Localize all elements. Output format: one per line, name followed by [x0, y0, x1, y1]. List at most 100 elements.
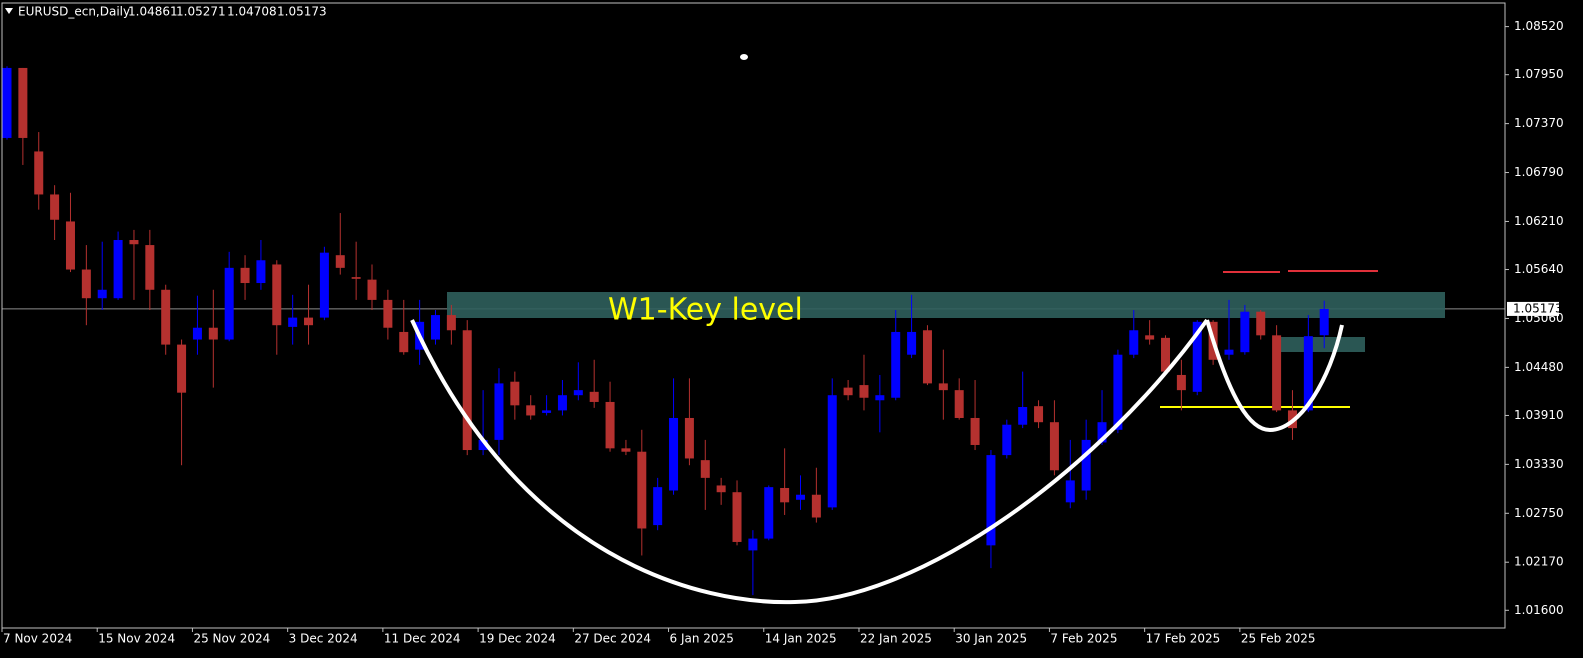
candle-body [18, 67, 28, 138]
y-tick-label: 1.07370 [1514, 116, 1564, 130]
candle-body [542, 410, 552, 413]
candle-body [65, 221, 75, 270]
x-tick-label: 22 Jan 2025 [860, 632, 932, 646]
header-open: 1.04861 [128, 5, 178, 19]
y-tick-label: 1.02170 [1514, 555, 1564, 569]
cup-curve [410, 318, 1209, 605]
candle-body [843, 387, 853, 396]
candle-body [510, 381, 520, 406]
candle-body [478, 439, 488, 451]
candle-body [1018, 407, 1028, 425]
candle-body [732, 492, 742, 542]
candle-body [161, 289, 171, 345]
candle-body [81, 269, 91, 299]
candle-body [891, 331, 901, 398]
candle-body [970, 417, 980, 445]
candle-body [1049, 422, 1059, 471]
candle-body [653, 487, 663, 526]
candle-body [748, 538, 758, 551]
header-high: 1.05271 [176, 5, 226, 19]
header-low: 1.04708 [227, 5, 277, 19]
candle-body [430, 315, 440, 340]
y-tick-label: 1.06210 [1514, 214, 1564, 228]
x-tick-label: 19 Dec 2024 [479, 632, 556, 646]
candle-body [684, 417, 694, 459]
y-tick-label: 1.06790 [1514, 165, 1564, 179]
candle-body [240, 267, 250, 284]
candle-body [907, 331, 917, 355]
candle-body [780, 487, 790, 503]
candle-body [573, 390, 583, 396]
candle-body [954, 390, 964, 418]
candle-body [1065, 480, 1075, 503]
candle-body [1034, 406, 1044, 423]
candle-body [177, 344, 187, 393]
candle-body [557, 395, 567, 411]
x-tick-label: 11 Dec 2024 [384, 632, 461, 646]
candle-body [1319, 308, 1329, 336]
candle-body [319, 252, 329, 318]
candle-body [716, 485, 726, 493]
candle-body [1145, 335, 1155, 340]
marker-dot [740, 54, 748, 60]
candle-body [589, 391, 599, 402]
candle-body [859, 385, 869, 398]
candle-body [224, 267, 234, 340]
x-tick-label: 30 Jan 2025 [955, 632, 1027, 646]
candle-body [986, 455, 996, 546]
plot-border [1, 2, 1506, 629]
candle-body [938, 383, 948, 391]
candle-body [494, 383, 504, 440]
x-tick-label: 17 Feb 2025 [1146, 632, 1221, 646]
candle-body [1192, 321, 1202, 392]
candle-body [526, 405, 536, 416]
y-tick-label: 1.08520 [1514, 19, 1564, 33]
candle-body [446, 315, 456, 331]
key-level-zone [447, 292, 1445, 318]
candle-body [637, 451, 647, 529]
candle-body [304, 317, 314, 326]
candle-body [192, 327, 202, 340]
menu-triangle [5, 8, 13, 14]
candle-body [605, 401, 615, 449]
candle-body [399, 331, 409, 353]
header-close: 1.05173 [277, 5, 327, 19]
candle-body [796, 494, 805, 500]
candle-body [1081, 439, 1091, 491]
candle-body [367, 279, 377, 300]
candle-body [811, 494, 821, 518]
candle-body [875, 395, 885, 401]
candle-body [700, 460, 710, 478]
annotation: W1-Key level [608, 293, 803, 328]
y-tick-label: 1.05640 [1514, 262, 1564, 276]
candle-body [1272, 335, 1282, 411]
candle-body [1002, 424, 1012, 456]
candle-body [1240, 311, 1250, 353]
x-tick-label: 14 Jan 2025 [765, 632, 837, 646]
y-tick-label: 1.04480 [1514, 360, 1564, 374]
candle-body [621, 448, 631, 452]
candle-body [50, 194, 60, 220]
candle-body [1303, 336, 1313, 411]
x-tick-label: 25 Nov 2024 [193, 632, 270, 646]
handle-curve [1205, 319, 1344, 433]
candle-body [827, 395, 837, 508]
candle-body [145, 245, 155, 290]
candle-body [1161, 337, 1171, 372]
y-tick-label: 1.07950 [1514, 67, 1564, 81]
chart-title: EURUSD_ecn,Daily [18, 5, 130, 19]
candle-body [113, 240, 123, 299]
candle-body [272, 264, 282, 326]
candle-body [351, 277, 361, 279]
candle-body [288, 317, 298, 327]
candle-body [1176, 374, 1186, 391]
y-tick-label: 1.01600 [1514, 603, 1564, 617]
y-tick-label: 1.02750 [1514, 506, 1564, 520]
x-tick-label: 27 Dec 2024 [574, 632, 651, 646]
x-tick-label: 15 Nov 2024 [98, 632, 175, 646]
handle-zone [1275, 337, 1365, 352]
y-tick-label: 1.03330 [1514, 457, 1564, 471]
candle-body [256, 260, 266, 284]
